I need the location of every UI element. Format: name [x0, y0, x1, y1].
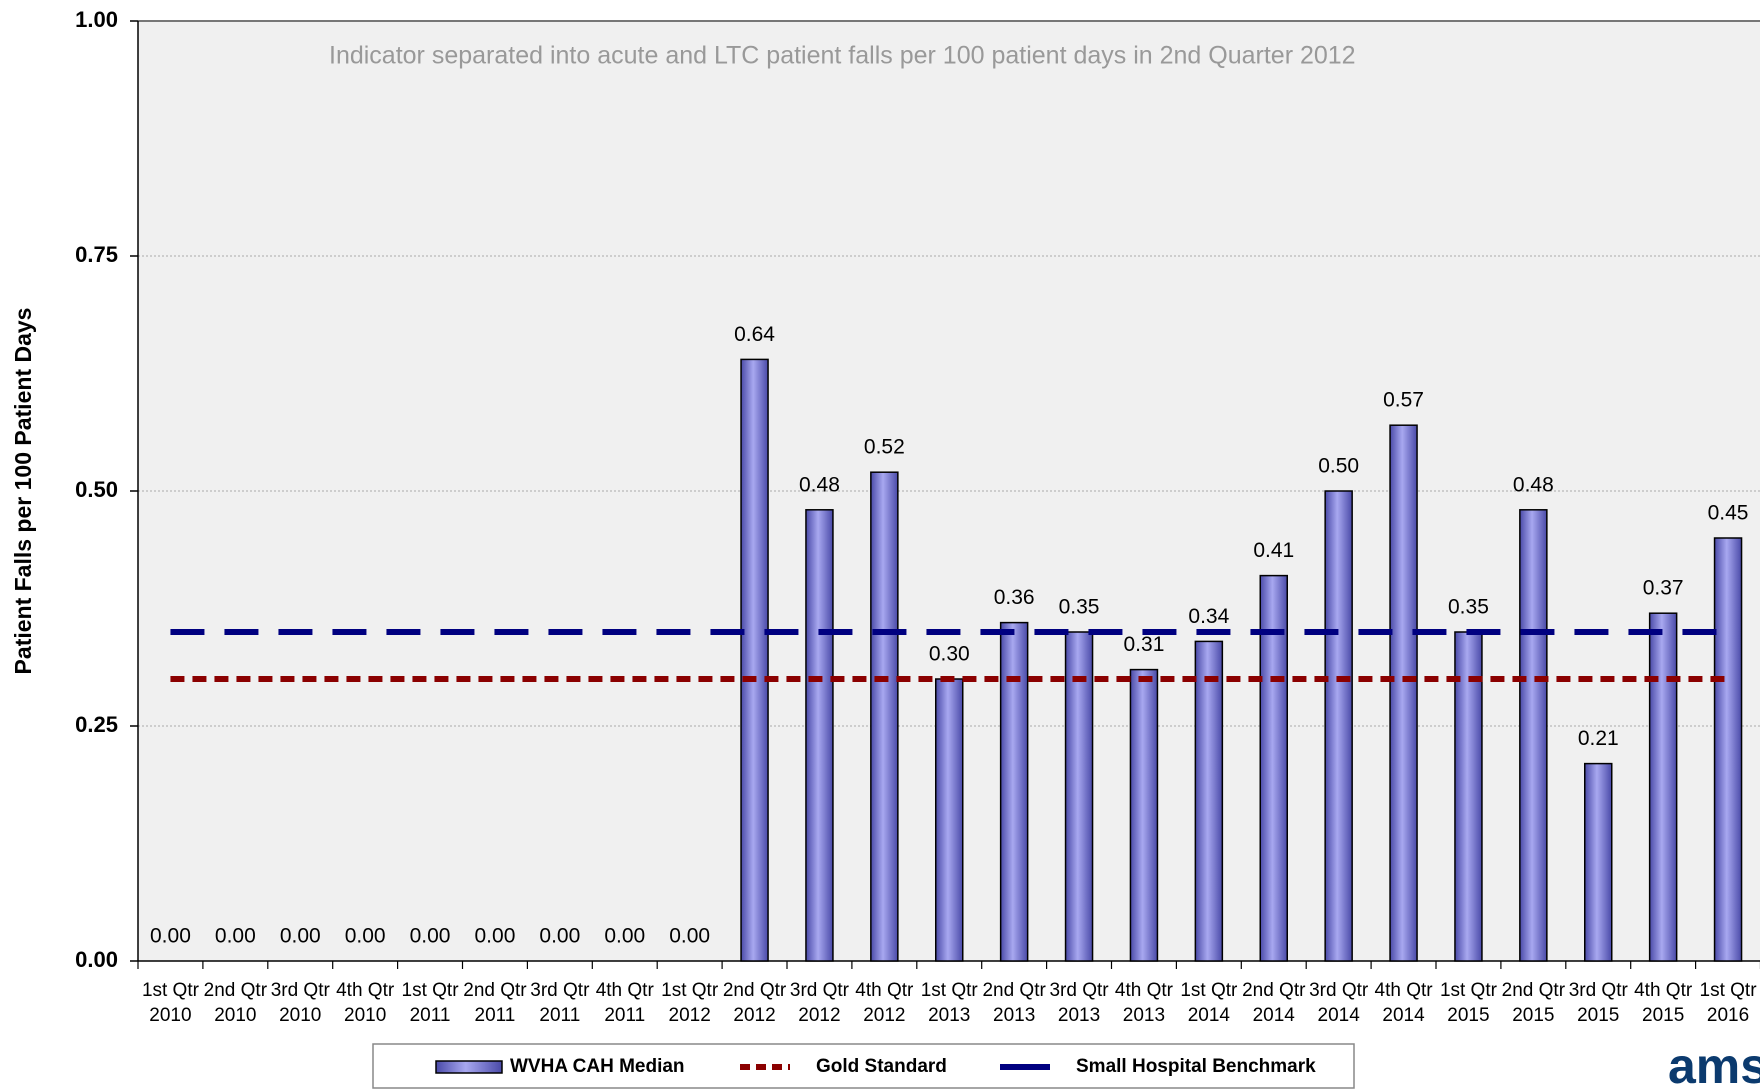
- bar: [1584, 762, 1613, 962]
- data-label: 0.52: [864, 436, 905, 459]
- x-tick-label: 3rd Qtr 2011: [530, 980, 590, 1026]
- bar: [935, 678, 964, 962]
- data-label: 0.00: [604, 925, 645, 948]
- data-label: 0.21: [1578, 727, 1619, 750]
- bar: [1713, 537, 1743, 962]
- data-label: 0.00: [280, 925, 321, 948]
- legend-label: Gold Standard: [816, 1056, 947, 1077]
- x-tick-label: 4th Qtr 2014: [1375, 980, 1434, 1026]
- x-tick-label: 3rd Qtr 2010: [271, 980, 331, 1026]
- data-label: 0.00: [475, 925, 516, 948]
- x-tick-label: 3rd Qtr 2012: [790, 980, 850, 1026]
- x-tick-label: 4th Qtr 2010: [336, 980, 395, 1026]
- x-tick-label: 1st Qtr 2014: [1180, 980, 1238, 1026]
- data-label: 0.36: [994, 586, 1035, 609]
- x-tick-label: 4th Qtr 2013: [1115, 980, 1174, 1026]
- y-tick-label: 1.00: [75, 7, 118, 32]
- x-tick-label: 1st Qtr 2013: [921, 980, 979, 1026]
- data-label: 0.41: [1253, 539, 1294, 562]
- annotation: Indicator separated into acute and LTC p…: [329, 42, 1356, 70]
- logo: ams: [1668, 1038, 1760, 1089]
- x-tick-label: 1st Qtr 2010: [142, 980, 200, 1026]
- bar: [740, 358, 769, 962]
- bar: [1389, 424, 1418, 962]
- x-tick-label: 4th Qtr 2015: [1634, 980, 1693, 1026]
- data-label: 0.48: [799, 473, 840, 496]
- data-label: 0.30: [929, 643, 970, 666]
- bar: [1324, 490, 1353, 962]
- bar: [870, 471, 899, 962]
- legend: [372, 1043, 1355, 1089]
- bar: [1129, 668, 1159, 962]
- x-tick-label: 2nd Qtr 2015: [1502, 980, 1566, 1026]
- data-label: 0.00: [410, 925, 451, 948]
- x-tick-label: 4th Qtr 2011: [596, 980, 655, 1026]
- bar: [1064, 631, 1094, 962]
- data-label: 0.00: [669, 925, 710, 948]
- data-label: 0.35: [1059, 596, 1100, 619]
- x-tick-label: 2nd Qtr 2013: [982, 980, 1046, 1026]
- y-tick-label: 0.00: [75, 947, 118, 972]
- x-tick-label: 1st Qtr 2015: [1440, 980, 1498, 1026]
- data-label: 0.48: [1513, 473, 1554, 496]
- bar: [999, 621, 1029, 962]
- x-tick-label: 3rd Qtr 2014: [1309, 980, 1369, 1026]
- data-label: 0.45: [1708, 502, 1749, 525]
- bar: [1454, 631, 1483, 962]
- data-label: 0.34: [1188, 605, 1229, 628]
- data-label: 0.00: [345, 925, 386, 948]
- y-tick-label: 0.75: [75, 242, 118, 267]
- data-label: 0.50: [1318, 455, 1359, 478]
- y-axis-label: Patient Falls per 100 Patient Days: [10, 308, 36, 675]
- x-tick-label: 4th Qtr 2012: [855, 980, 914, 1026]
- bar: [1194, 640, 1224, 962]
- bar: [1259, 574, 1288, 962]
- x-tick-label: 1st Qtr 2016: [1700, 980, 1758, 1026]
- x-tick-label: 1st Qtr 2012: [661, 980, 719, 1026]
- x-tick-label: 3rd Qtr 2015: [1569, 980, 1629, 1026]
- x-tick-label: 2nd Qtr 2011: [463, 980, 527, 1026]
- x-tick-label: 2nd Qtr 2012: [723, 980, 787, 1026]
- x-tick-label: 1st Qtr 2011: [402, 980, 460, 1026]
- x-tick-label: 2nd Qtr 2010: [204, 980, 268, 1026]
- data-label: 0.31: [1124, 633, 1165, 656]
- data-label: 0.64: [734, 323, 775, 346]
- bar: [1648, 612, 1678, 962]
- y-tick-label: 0.50: [75, 477, 118, 502]
- data-label: 0.00: [150, 925, 191, 948]
- x-tick-label: 3rd Qtr 2013: [1049, 980, 1109, 1026]
- y-tick-label: 0.25: [75, 712, 118, 737]
- x-tick-label: 2nd Qtr 2014: [1242, 980, 1306, 1026]
- bar: [1519, 509, 1548, 962]
- legend-label: WVHA CAH Median: [510, 1056, 685, 1077]
- data-label: 0.00: [215, 925, 256, 948]
- data-label: 0.00: [539, 925, 580, 948]
- data-label: 0.57: [1383, 389, 1424, 412]
- data-label: 0.37: [1643, 577, 1684, 600]
- data-label: 0.35: [1448, 596, 1489, 619]
- legend-swatch: [435, 1060, 503, 1074]
- legend-label: Small Hospital Benchmark: [1076, 1056, 1316, 1077]
- bar: [805, 509, 834, 962]
